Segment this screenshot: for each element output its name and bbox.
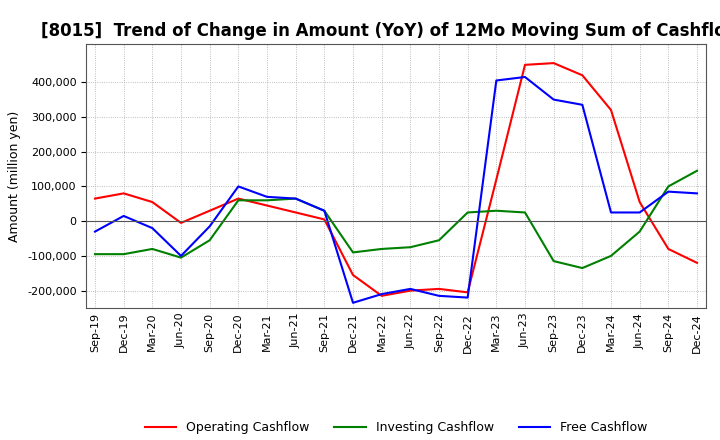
Investing Cashflow bbox=[549, 258, 558, 264]
Free Cashflow bbox=[234, 184, 243, 189]
Investing Cashflow bbox=[521, 210, 529, 215]
Operating Cashflow bbox=[521, 62, 529, 67]
Investing Cashflow bbox=[664, 184, 672, 189]
Free Cashflow bbox=[377, 291, 386, 297]
Free Cashflow bbox=[521, 74, 529, 80]
Operating Cashflow bbox=[320, 217, 328, 222]
Free Cashflow bbox=[549, 97, 558, 102]
Free Cashflow bbox=[91, 229, 99, 234]
Investing Cashflow bbox=[91, 252, 99, 257]
Free Cashflow bbox=[435, 293, 444, 298]
Free Cashflow bbox=[176, 253, 185, 259]
Operating Cashflow bbox=[549, 60, 558, 66]
Investing Cashflow bbox=[406, 245, 415, 250]
Free Cashflow bbox=[148, 225, 157, 231]
Investing Cashflow bbox=[120, 252, 128, 257]
Line: Free Cashflow: Free Cashflow bbox=[95, 77, 697, 303]
Operating Cashflow bbox=[120, 191, 128, 196]
Operating Cashflow bbox=[348, 272, 357, 278]
Operating Cashflow bbox=[578, 73, 587, 78]
Legend: Operating Cashflow, Investing Cashflow, Free Cashflow: Operating Cashflow, Investing Cashflow, … bbox=[140, 416, 652, 439]
Free Cashflow bbox=[464, 295, 472, 300]
Operating Cashflow bbox=[464, 290, 472, 295]
Operating Cashflow bbox=[664, 246, 672, 252]
Operating Cashflow bbox=[205, 208, 214, 213]
Operating Cashflow bbox=[635, 199, 644, 205]
Line: Investing Cashflow: Investing Cashflow bbox=[95, 171, 697, 268]
Investing Cashflow bbox=[607, 253, 616, 259]
Free Cashflow bbox=[635, 210, 644, 215]
Investing Cashflow bbox=[348, 250, 357, 255]
Operating Cashflow bbox=[435, 286, 444, 292]
Investing Cashflow bbox=[176, 255, 185, 260]
Free Cashflow bbox=[120, 213, 128, 219]
Free Cashflow bbox=[320, 208, 328, 213]
Free Cashflow bbox=[292, 196, 300, 201]
Investing Cashflow bbox=[234, 198, 243, 203]
Operating Cashflow bbox=[176, 220, 185, 226]
Free Cashflow bbox=[263, 194, 271, 199]
Free Cashflow bbox=[693, 191, 701, 196]
Operating Cashflow bbox=[693, 260, 701, 265]
Investing Cashflow bbox=[320, 208, 328, 213]
Investing Cashflow bbox=[205, 238, 214, 243]
Title: [8015]  Trend of Change in Amount (YoY) of 12Mo Moving Sum of Cashflows: [8015] Trend of Change in Amount (YoY) o… bbox=[41, 22, 720, 40]
Operating Cashflow bbox=[492, 177, 500, 182]
Free Cashflow bbox=[607, 210, 616, 215]
Investing Cashflow bbox=[377, 246, 386, 252]
Y-axis label: Amount (million yen): Amount (million yen) bbox=[9, 110, 22, 242]
Operating Cashflow bbox=[607, 107, 616, 113]
Operating Cashflow bbox=[377, 293, 386, 298]
Free Cashflow bbox=[492, 78, 500, 83]
Investing Cashflow bbox=[578, 265, 587, 271]
Free Cashflow bbox=[578, 102, 587, 107]
Free Cashflow bbox=[348, 300, 357, 305]
Investing Cashflow bbox=[464, 210, 472, 215]
Free Cashflow bbox=[664, 189, 672, 194]
Investing Cashflow bbox=[263, 198, 271, 203]
Free Cashflow bbox=[406, 286, 415, 292]
Operating Cashflow bbox=[406, 288, 415, 293]
Investing Cashflow bbox=[693, 168, 701, 173]
Investing Cashflow bbox=[292, 196, 300, 201]
Operating Cashflow bbox=[91, 196, 99, 201]
Operating Cashflow bbox=[234, 196, 243, 201]
Operating Cashflow bbox=[263, 203, 271, 208]
Free Cashflow bbox=[205, 224, 214, 229]
Operating Cashflow bbox=[148, 199, 157, 205]
Investing Cashflow bbox=[435, 238, 444, 243]
Investing Cashflow bbox=[635, 229, 644, 234]
Investing Cashflow bbox=[492, 208, 500, 213]
Investing Cashflow bbox=[148, 246, 157, 252]
Operating Cashflow bbox=[292, 210, 300, 215]
Line: Operating Cashflow: Operating Cashflow bbox=[95, 63, 697, 296]
